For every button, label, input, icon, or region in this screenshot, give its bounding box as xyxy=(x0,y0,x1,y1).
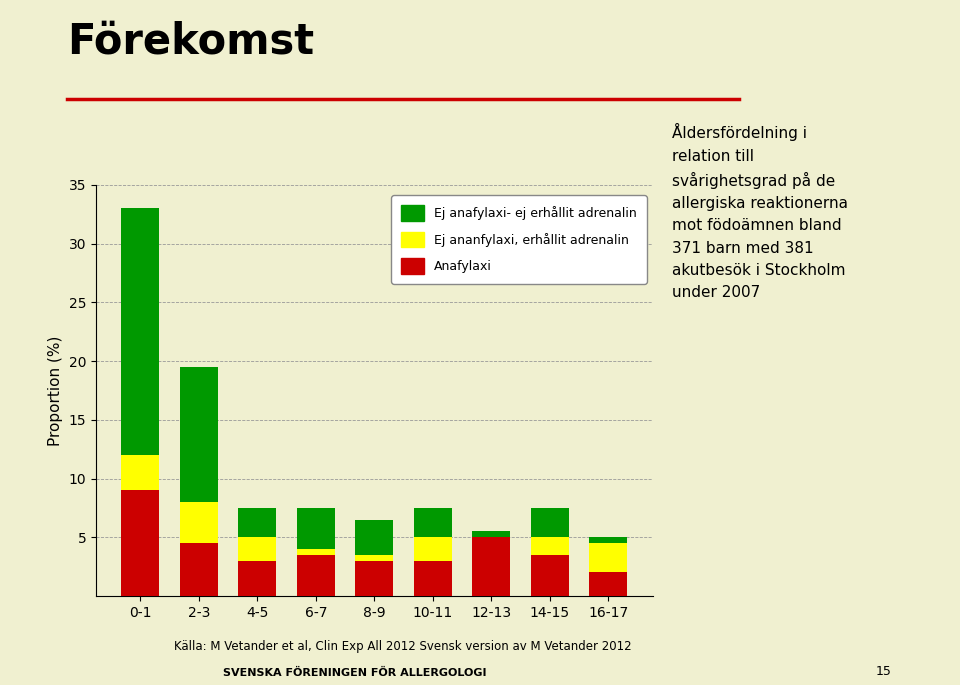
Y-axis label: Proportion (%): Proportion (%) xyxy=(48,335,63,446)
Bar xyxy=(531,555,569,596)
Bar xyxy=(414,537,452,561)
Bar xyxy=(238,561,276,596)
Bar xyxy=(238,508,276,537)
Bar xyxy=(414,508,452,537)
Bar xyxy=(180,502,218,543)
Text: Åldersfördelning i
relation till
svårighetsgrad på de
allergiska reaktionerna
mo: Åldersfördelning i relation till svårigh… xyxy=(672,123,848,300)
Text: SVENSKA FÖRENINGEN FÖR ALLERGOLOGI: SVENSKA FÖRENINGEN FÖR ALLERGOLOGI xyxy=(224,668,487,678)
Bar xyxy=(589,537,628,543)
Bar xyxy=(238,537,276,561)
Bar xyxy=(121,208,159,455)
Bar xyxy=(297,555,335,596)
Bar xyxy=(472,537,511,596)
Bar xyxy=(121,455,159,490)
Bar xyxy=(589,543,628,573)
Bar xyxy=(531,508,569,537)
Bar xyxy=(121,490,159,596)
Legend: Ej anafylaxi- ej erhållit adrenalin, Ej ananfylaxi, erhållit adrenalin, Anafylax: Ej anafylaxi- ej erhållit adrenalin, Ej … xyxy=(392,195,646,284)
Bar xyxy=(355,520,394,555)
Text: Källa: M Vetander et al, Clin Exp All 2012 Svensk version av M Vetander 2012: Källa: M Vetander et al, Clin Exp All 20… xyxy=(175,640,632,653)
Bar xyxy=(531,537,569,555)
Text: Förekomst: Förekomst xyxy=(67,21,314,62)
Bar xyxy=(297,549,335,555)
Text: 15: 15 xyxy=(876,665,891,678)
Bar xyxy=(472,532,511,537)
Bar xyxy=(589,573,628,596)
Bar xyxy=(414,561,452,596)
Bar xyxy=(355,561,394,596)
Bar xyxy=(180,367,218,502)
Bar xyxy=(355,555,394,561)
Bar xyxy=(297,508,335,549)
Bar xyxy=(180,543,218,596)
